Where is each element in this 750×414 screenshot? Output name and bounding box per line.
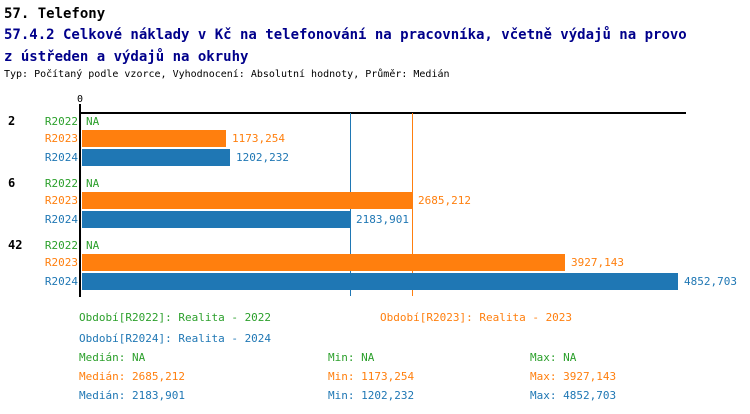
x-axis-line	[79, 112, 686, 114]
x-tick-0: 0	[76, 94, 84, 105]
category-label-2: 2	[8, 114, 16, 128]
row-label-r2023-group-42: R2023	[44, 256, 78, 269]
bar-r2023-group-6	[82, 192, 412, 209]
value-label-r2023-group-42: 3927,143	[571, 256, 624, 269]
stat-max-r2022: Max: NA	[530, 351, 577, 364]
legend-item-r2023: Období[R2023]: Realita - 2023	[380, 311, 573, 324]
legend-item-r2022: Období[R2022]: Realita - 2022	[79, 311, 272, 324]
na-label-r2022-group-2: NA	[86, 115, 100, 128]
page-title: 57. Telefony	[4, 6, 106, 22]
row-label-r2022-group-42: R2022	[44, 239, 78, 252]
y-axis-line	[79, 104, 81, 297]
stat-max-r2024: Max: 4852,703	[530, 389, 617, 402]
stat-median-r2023: Medián: 2685,212	[79, 370, 185, 383]
category-label-6: 6	[8, 176, 16, 190]
bar-r2024-group-2	[82, 149, 230, 166]
row-label-r2023-group-6: R2023	[44, 194, 78, 207]
chart-subtitle-line1: 57.4.2 Celkové náklady v Kč na telefonov…	[4, 27, 687, 43]
row-label-r2022-group-6: R2022	[44, 177, 78, 190]
na-label-r2022-group-6: NA	[86, 177, 100, 190]
na-label-r2022-group-42: NA	[86, 239, 100, 252]
row-label-r2024-group-6: R2024	[44, 213, 78, 226]
chart-subtitle-line2: z ústředen a výdajů na okruhy	[4, 49, 249, 65]
bar-r2023-group-2	[82, 130, 226, 147]
value-label-r2023-group-6: 2685,212	[418, 194, 471, 207]
stat-median-r2024: Medián: 2183,901	[79, 389, 185, 402]
median-line-r2023	[412, 113, 413, 296]
chart-meta: Typ: Počítaný podle vzorce, Vyhodnocení:…	[4, 69, 450, 80]
row-label-r2023-group-2: R2023	[44, 132, 78, 145]
bar-r2024-group-6	[82, 211, 350, 228]
category-label-42: 42	[8, 238, 23, 252]
stat-min-r2024: Min: 1202,232	[328, 389, 415, 402]
value-label-r2024-group-42: 4852,703	[684, 275, 737, 288]
row-label-r2022-group-2: R2022	[44, 115, 78, 128]
row-label-r2024-group-2: R2024	[44, 151, 78, 164]
row-label-r2024-group-42: R2024	[44, 275, 78, 288]
bar-r2024-group-42	[82, 273, 678, 290]
stat-median-r2022: Medián: NA	[79, 351, 146, 364]
stat-min-r2023: Min: 1173,254	[328, 370, 415, 383]
bar-r2023-group-42	[82, 254, 565, 271]
stat-max-r2023: Max: 3927,143	[530, 370, 617, 383]
value-label-r2023-group-2: 1173,254	[232, 132, 285, 145]
stat-min-r2022: Min: NA	[328, 351, 375, 364]
value-label-r2024-group-6: 2183,901	[356, 213, 409, 226]
legend-item-r2024: Období[R2024]: Realita - 2024	[79, 332, 272, 345]
value-label-r2024-group-2: 1202,232	[236, 151, 289, 164]
